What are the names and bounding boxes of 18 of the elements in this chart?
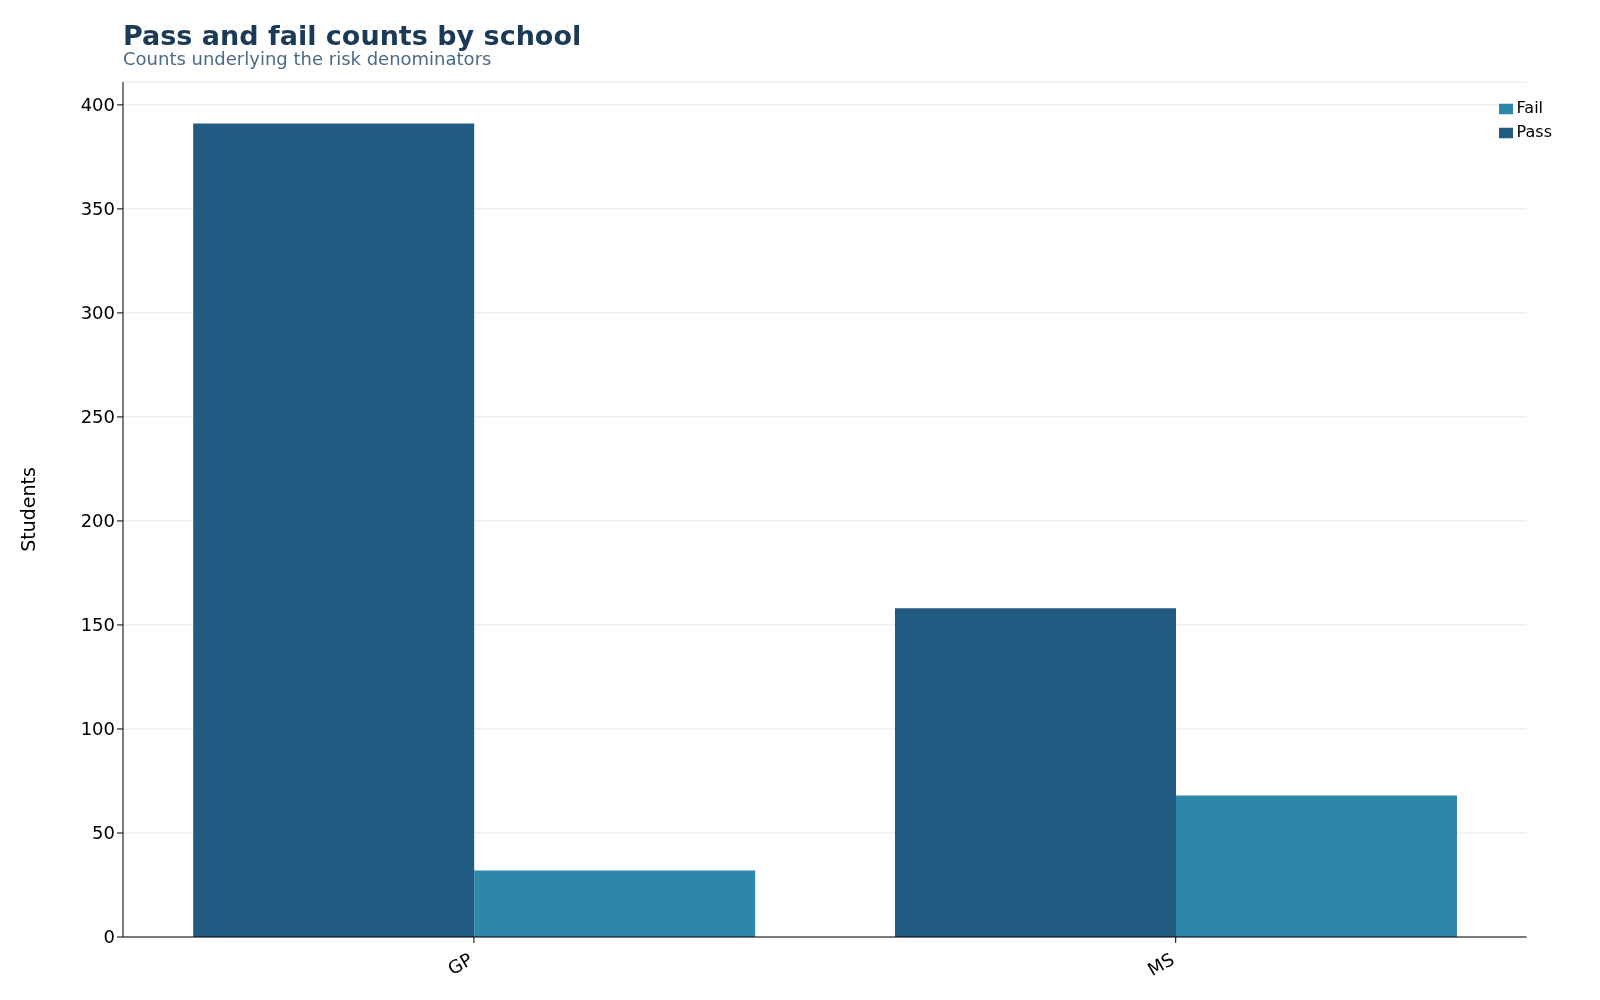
y-tick-label: 150 bbox=[80, 614, 115, 636]
y-tick-label: 400 bbox=[80, 94, 115, 116]
bar bbox=[193, 123, 475, 937]
x-tick-label: GP bbox=[443, 948, 477, 979]
y-tick-label: 350 bbox=[80, 198, 115, 220]
bar bbox=[474, 870, 756, 937]
bar bbox=[894, 608, 1176, 937]
y-tick-label: 100 bbox=[80, 718, 115, 740]
y-tick-label: 200 bbox=[80, 510, 115, 532]
y-tick-label: 0 bbox=[103, 926, 115, 948]
y-axis-title: Students bbox=[16, 467, 39, 552]
bar bbox=[1175, 795, 1457, 937]
legend-label: Fail bbox=[1516, 98, 1544, 117]
legend-label: Pass bbox=[1516, 122, 1552, 141]
y-tick-label: 250 bbox=[80, 406, 115, 428]
y-tick-label: 300 bbox=[80, 302, 115, 324]
x-tick-label: MS bbox=[1143, 948, 1178, 980]
y-tick-label: 50 bbox=[92, 822, 115, 844]
